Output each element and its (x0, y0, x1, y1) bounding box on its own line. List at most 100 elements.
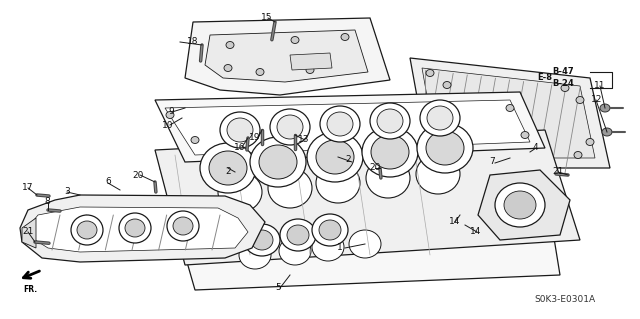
Text: B-47: B-47 (552, 68, 574, 77)
Polygon shape (205, 30, 368, 82)
Polygon shape (165, 100, 530, 155)
Text: 4: 4 (532, 144, 538, 152)
Polygon shape (185, 18, 390, 95)
Ellipse shape (602, 128, 612, 136)
Text: 7: 7 (489, 158, 495, 167)
Ellipse shape (71, 215, 103, 245)
Ellipse shape (306, 66, 314, 73)
Ellipse shape (504, 191, 536, 219)
Ellipse shape (370, 103, 410, 139)
Ellipse shape (173, 217, 193, 235)
Ellipse shape (268, 168, 312, 208)
Text: 3: 3 (64, 188, 70, 197)
Ellipse shape (119, 213, 151, 243)
Ellipse shape (209, 151, 247, 185)
Polygon shape (155, 130, 580, 265)
Ellipse shape (316, 140, 354, 174)
Ellipse shape (417, 123, 473, 173)
Text: 21: 21 (22, 227, 34, 236)
Ellipse shape (362, 127, 418, 177)
Text: B-24: B-24 (552, 79, 574, 88)
Text: 19: 19 (249, 133, 260, 143)
Text: 16: 16 (234, 144, 246, 152)
Ellipse shape (200, 143, 256, 193)
Ellipse shape (277, 115, 303, 139)
Ellipse shape (307, 132, 363, 182)
Ellipse shape (377, 109, 403, 133)
Text: 11: 11 (595, 81, 605, 91)
Text: 15: 15 (261, 13, 273, 23)
Ellipse shape (327, 112, 353, 136)
Polygon shape (155, 92, 545, 162)
Ellipse shape (291, 36, 299, 43)
Ellipse shape (371, 135, 409, 169)
Ellipse shape (270, 109, 310, 145)
Text: 9: 9 (168, 108, 174, 116)
Ellipse shape (227, 118, 253, 142)
Polygon shape (478, 170, 570, 240)
Polygon shape (160, 152, 560, 290)
Ellipse shape (319, 220, 341, 240)
Ellipse shape (436, 152, 444, 159)
Text: 2: 2 (225, 167, 231, 176)
Text: E-8: E-8 (538, 73, 552, 83)
Ellipse shape (251, 230, 273, 250)
Text: 12: 12 (591, 95, 603, 105)
Text: 14: 14 (470, 227, 482, 236)
Text: 6: 6 (105, 177, 111, 187)
Polygon shape (410, 58, 610, 168)
Text: 13: 13 (298, 136, 310, 145)
Polygon shape (20, 195, 265, 262)
Text: 20: 20 (369, 164, 381, 173)
Ellipse shape (287, 225, 309, 245)
Ellipse shape (218, 172, 262, 212)
Ellipse shape (426, 70, 434, 77)
Text: FR.: FR. (23, 285, 37, 294)
Ellipse shape (424, 138, 432, 145)
Ellipse shape (244, 224, 280, 256)
Ellipse shape (600, 104, 610, 112)
Ellipse shape (224, 64, 232, 71)
Ellipse shape (506, 105, 514, 112)
Text: 2: 2 (345, 155, 351, 165)
Ellipse shape (316, 163, 360, 203)
Ellipse shape (420, 100, 460, 136)
Ellipse shape (312, 214, 348, 246)
Polygon shape (290, 53, 332, 70)
Ellipse shape (349, 230, 381, 258)
Ellipse shape (77, 221, 97, 239)
Ellipse shape (495, 183, 545, 227)
Ellipse shape (426, 131, 464, 165)
Ellipse shape (250, 137, 306, 187)
Ellipse shape (312, 233, 344, 261)
Ellipse shape (279, 237, 311, 265)
Text: 20: 20 (132, 170, 144, 180)
Text: 5: 5 (275, 284, 281, 293)
Ellipse shape (125, 219, 145, 237)
Text: 10: 10 (163, 122, 173, 130)
Ellipse shape (574, 152, 582, 159)
Ellipse shape (521, 131, 529, 138)
Ellipse shape (427, 106, 453, 130)
Ellipse shape (341, 33, 349, 41)
Polygon shape (422, 68, 595, 158)
Text: S0K3-E0301A: S0K3-E0301A (534, 295, 596, 305)
Polygon shape (30, 207, 248, 252)
Ellipse shape (226, 41, 234, 48)
Text: 8: 8 (44, 197, 50, 206)
Text: 14: 14 (449, 218, 461, 226)
Text: 17: 17 (22, 183, 34, 192)
Ellipse shape (256, 69, 264, 76)
Ellipse shape (366, 158, 410, 198)
Ellipse shape (443, 81, 451, 88)
Ellipse shape (280, 219, 316, 251)
Text: 1: 1 (337, 243, 343, 253)
Text: 21: 21 (552, 167, 564, 176)
Ellipse shape (416, 154, 460, 194)
Ellipse shape (320, 106, 360, 142)
Ellipse shape (191, 137, 199, 144)
Ellipse shape (259, 145, 297, 179)
Polygon shape (22, 218, 36, 248)
Ellipse shape (239, 241, 271, 269)
Text: 18: 18 (188, 38, 199, 47)
